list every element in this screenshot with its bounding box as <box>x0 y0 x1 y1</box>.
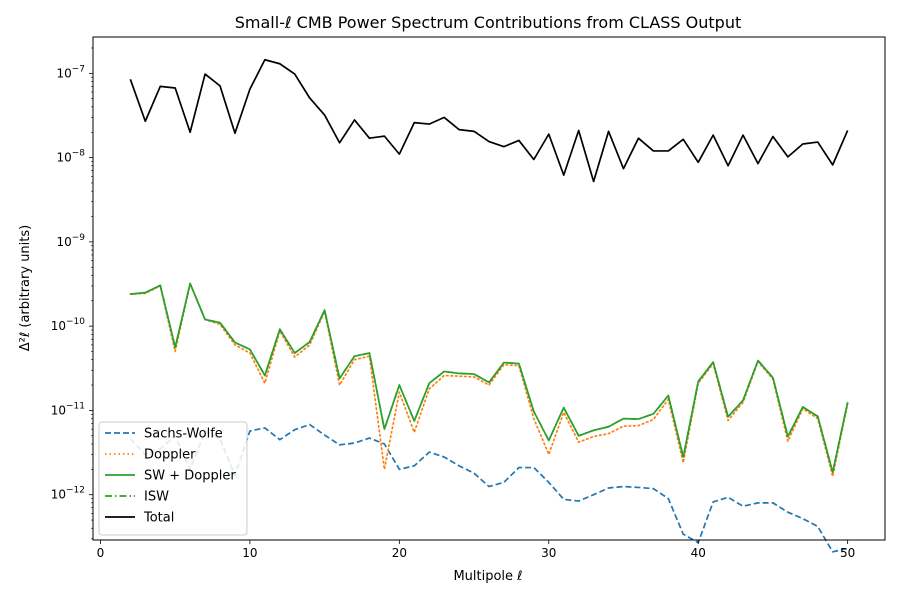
x-tick-label: 40 <box>691 546 706 560</box>
x-axis: 0 10 20 30 40 50 <box>97 540 855 560</box>
series-line-total <box>129 58 849 183</box>
x-tick-label: 50 <box>840 546 855 560</box>
x-tick-label: 20 <box>392 546 407 560</box>
y-tick-label: 10−12 <box>51 486 85 502</box>
legend: Sachs-Wolfe Doppler SW + Doppler ISW Total <box>98 421 248 536</box>
y-axis: 10−12 10−11 10−10 10−9 10−8 10−7 <box>51 47 93 540</box>
chart-title: Small-ℓ CMB Power Spectrum Contributions… <box>235 13 741 32</box>
x-tick-label: 30 <box>541 546 556 560</box>
y-tick-label: 10−7 <box>56 64 85 80</box>
legend-box <box>98 421 248 536</box>
series-line-isw <box>130 282 849 474</box>
legend-label-sachs-wolfe: Sachs-Wolfe <box>144 427 223 442</box>
legend-label-isw: ISW <box>144 490 169 505</box>
legend-label-total: Total <box>143 511 174 526</box>
legend-label-sw-doppler: SW + Doppler <box>144 469 236 484</box>
x-axis-label: Multipole ℓ <box>453 569 522 584</box>
y-axis-label: Δ²ℓ (arbitrary units) <box>18 225 33 351</box>
series-line-sachs-wolfe <box>129 423 848 553</box>
series-line-doppler <box>129 282 849 478</box>
x-tick-label: 10 <box>242 546 257 560</box>
x-tick-label: 0 <box>97 546 105 560</box>
y-tick-label: 10−8 <box>56 149 85 165</box>
plot-area <box>129 58 849 553</box>
y-tick-label: 10−10 <box>51 317 86 333</box>
axes-frame <box>92 36 886 541</box>
y-tick-label: 10−11 <box>51 401 85 417</box>
y-tick-label: 10−9 <box>56 233 85 249</box>
legend-label-doppler: Doppler <box>144 448 196 463</box>
